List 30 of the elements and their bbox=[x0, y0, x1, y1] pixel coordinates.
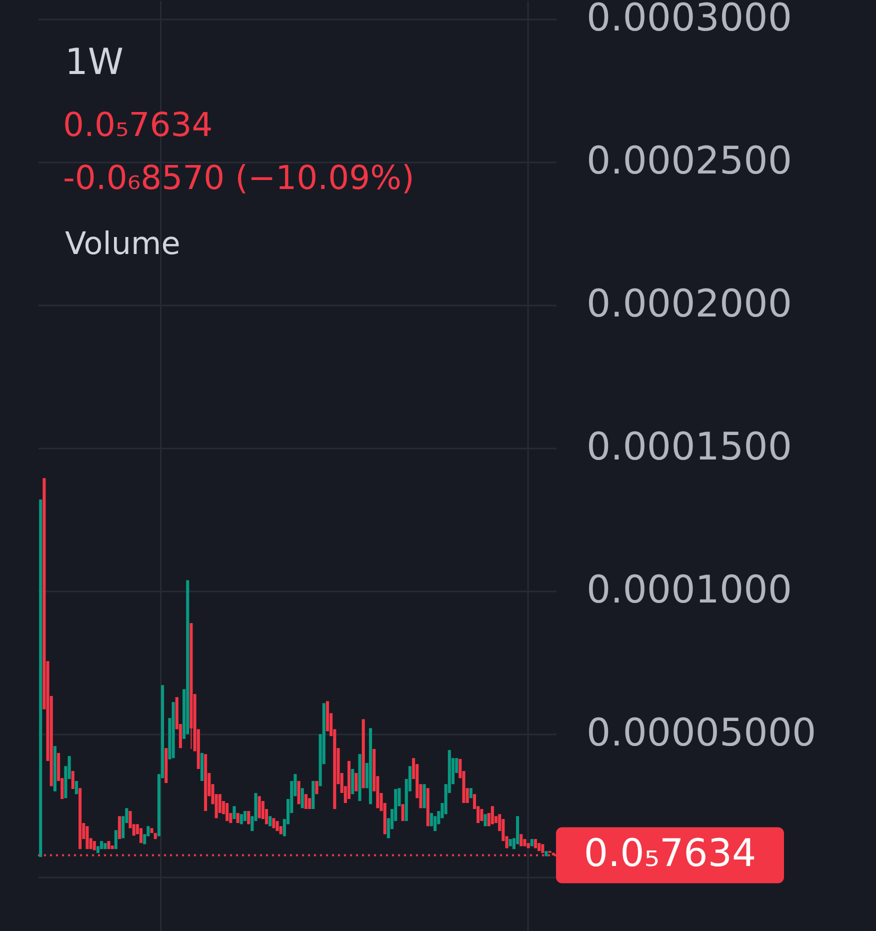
candlestick bbox=[490, 806, 494, 825]
candlestick bbox=[480, 808, 484, 822]
candlestick bbox=[118, 816, 122, 840]
y-tick-label: 0.0001000 bbox=[586, 568, 792, 612]
ref-line-label: 0.0₅7634 bbox=[584, 831, 756, 876]
y-tick-label: 0.00005000 bbox=[586, 710, 816, 755]
y-tick-label: 0.0002000 bbox=[586, 282, 792, 326]
candlestick bbox=[139, 828, 143, 844]
text: 1W bbox=[65, 42, 124, 83]
candlestick bbox=[304, 794, 308, 810]
candlestick bbox=[430, 812, 433, 827]
candlestick bbox=[401, 804, 404, 822]
y-tick-label: 0.0002500 bbox=[586, 138, 792, 183]
candlestick bbox=[114, 830, 118, 850]
candlestick bbox=[258, 796, 261, 819]
candlestick bbox=[484, 814, 487, 827]
candlestick bbox=[71, 770, 74, 790]
y-tick-label: 0.0003000 bbox=[586, 0, 792, 40]
candlestick bbox=[520, 834, 523, 847]
candlestick bbox=[247, 810, 250, 825]
y-tick-label: 0.0001500 bbox=[586, 424, 792, 469]
candlestick bbox=[300, 788, 304, 809]
candlestick bbox=[86, 826, 89, 850]
annotation: 0.0₅7634 bbox=[63, 105, 213, 144]
candlestick bbox=[226, 802, 229, 822]
candlestick bbox=[232, 806, 236, 820]
annotation: Volume bbox=[65, 226, 180, 262]
annotation: -0.0₆8570 (−10.09%) bbox=[63, 158, 414, 197]
candlestick bbox=[354, 772, 358, 792]
candlestick bbox=[218, 794, 222, 814]
